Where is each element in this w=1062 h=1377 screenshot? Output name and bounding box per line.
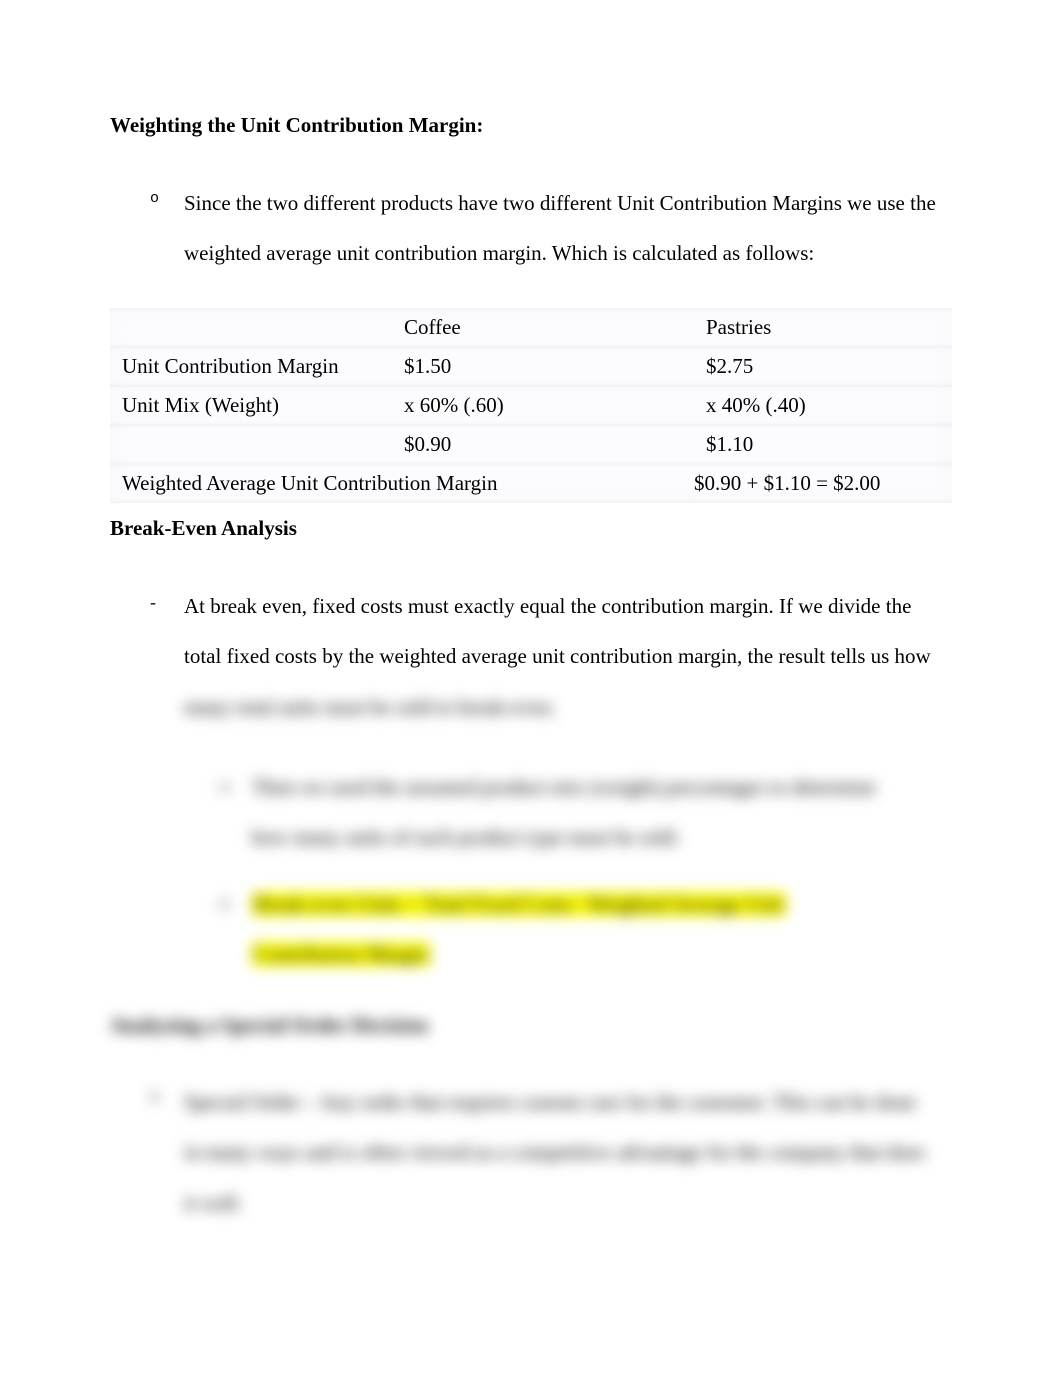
text: weighted average unit contribution margi… (184, 241, 814, 265)
text: Then we used the assumed product mix (we… (252, 775, 876, 799)
text: Special Order – Any order that requires … (184, 1090, 916, 1114)
section3-heading: Analyzing a Special Order Decision (110, 1010, 952, 1042)
row-label: Unit Contribution Margin (110, 347, 392, 386)
text: Weighted Average Unit Contribution Margi… (122, 471, 497, 495)
cell: $0.90 + $1.10 = $2.00 (694, 464, 952, 503)
section2-bullet1: At break even, fixed costs must exactly … (150, 581, 952, 732)
table-row: $0.90 $1.10 (110, 425, 952, 464)
section2-list: At break even, fixed costs must exactly … (110, 581, 952, 732)
table-row: Unit Contribution Margin $1.50 $2.75 (110, 347, 952, 386)
cell: $0.90 (392, 425, 694, 464)
cell: $1.10 (694, 425, 952, 464)
highlighted-text: Break-even Units = Total Fixed Costs / W… (252, 892, 786, 916)
table-cell (110, 308, 392, 347)
text: At break even, fixed costs must exactly … (184, 594, 911, 618)
document-page: Weighting the Unit Contribution Margin: … (0, 0, 1062, 1377)
cell: $2.75 (694, 347, 952, 386)
table-header-row: Coffee Pastries (110, 308, 952, 347)
text: in many ways and is often viewed as a co… (184, 1140, 925, 1164)
row-label: Weighted Average Unit Contribution Margi… (110, 464, 694, 503)
table-header-pastries: Pastries (694, 308, 952, 347)
highlighted-text: Contribution Margin (252, 942, 430, 966)
section1-list: Since the two different products have tw… (110, 178, 952, 279)
weighted-margin-table: Coffee Pastries Unit Contribution Margin… (110, 308, 952, 503)
text: how many units of each product type must… (252, 825, 680, 849)
table-row: Unit Mix (Weight) x 60% (.60) x 40% (.40… (110, 386, 952, 425)
table-header-coffee: Coffee (392, 308, 694, 347)
row-label: Unit Mix (Weight) (110, 386, 392, 425)
cell: $1.50 (392, 347, 694, 386)
text: Since the two different products have tw… (184, 191, 936, 215)
cell: x 60% (.60) (392, 386, 694, 425)
section2-sublist: Then we used the assumed product mix (we… (110, 762, 952, 980)
section1-heading: Weighting the Unit Contribution Margin: (110, 110, 952, 142)
text: total fixed costs by the weighted averag… (184, 644, 931, 668)
section2-heading: Break-Even Analysis (110, 513, 952, 545)
sub-bullet1: Then we used the assumed product mix (we… (220, 762, 952, 863)
text: it well. (184, 1191, 242, 1215)
section3-list: Special Order – Any order that requires … (110, 1077, 952, 1228)
section1-bullet1: Since the two different products have tw… (150, 178, 952, 279)
obscured-text: many total units must be sold to break-e… (184, 695, 556, 719)
section3-bullet1: Special Order – Any order that requires … (150, 1077, 952, 1228)
cell: x 40% (.40) (694, 386, 952, 425)
table-row: Weighted Average Unit Contribution Margi… (110, 464, 952, 503)
sub-bullet2: Break-even Units = Total Fixed Costs / W… (220, 879, 952, 980)
cell (110, 425, 392, 464)
